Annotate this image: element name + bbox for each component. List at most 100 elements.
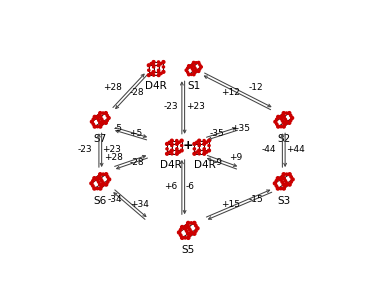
Circle shape [276, 123, 278, 125]
Circle shape [93, 125, 96, 128]
Circle shape [153, 74, 155, 76]
Circle shape [285, 173, 288, 176]
Circle shape [152, 66, 155, 68]
Text: +23: +23 [102, 145, 121, 155]
Text: +12: +12 [222, 89, 240, 97]
Circle shape [191, 64, 194, 66]
Text: S1: S1 [187, 81, 200, 91]
Circle shape [96, 178, 99, 181]
Circle shape [281, 119, 284, 122]
Circle shape [160, 62, 162, 65]
Circle shape [102, 182, 105, 185]
Circle shape [197, 61, 200, 64]
Circle shape [192, 70, 195, 73]
Circle shape [195, 70, 197, 72]
Text: S7: S7 [94, 133, 107, 144]
Circle shape [107, 176, 109, 178]
Circle shape [275, 180, 277, 182]
Text: -28: -28 [130, 89, 144, 97]
Text: +44: +44 [286, 145, 305, 155]
Circle shape [184, 227, 187, 230]
Circle shape [281, 176, 284, 178]
Circle shape [285, 120, 288, 123]
Circle shape [196, 141, 198, 143]
Circle shape [157, 64, 160, 67]
Circle shape [199, 64, 201, 66]
Circle shape [282, 115, 285, 118]
Circle shape [208, 149, 211, 152]
Circle shape [171, 153, 173, 155]
Text: +28: +28 [104, 153, 122, 162]
Circle shape [187, 67, 189, 69]
Circle shape [99, 112, 102, 115]
Circle shape [280, 126, 282, 128]
Circle shape [280, 177, 282, 179]
Circle shape [290, 119, 292, 122]
Circle shape [288, 112, 291, 115]
Circle shape [105, 173, 108, 176]
Text: S3: S3 [277, 196, 290, 206]
Circle shape [193, 152, 196, 155]
Circle shape [170, 149, 173, 152]
Circle shape [102, 173, 104, 176]
Text: -44: -44 [262, 145, 276, 155]
Circle shape [288, 121, 291, 124]
Circle shape [288, 183, 291, 186]
Circle shape [197, 70, 200, 73]
Circle shape [194, 71, 196, 73]
Circle shape [282, 125, 285, 128]
Circle shape [107, 117, 110, 119]
Text: -23: -23 [163, 102, 178, 111]
Circle shape [96, 116, 99, 118]
Circle shape [105, 183, 108, 186]
Circle shape [279, 178, 282, 181]
Circle shape [187, 221, 190, 225]
Circle shape [92, 180, 94, 182]
Text: +35: +35 [231, 124, 250, 133]
Circle shape [288, 173, 291, 176]
Circle shape [203, 139, 205, 142]
Circle shape [186, 224, 188, 227]
Circle shape [193, 148, 195, 150]
Circle shape [276, 177, 279, 180]
Circle shape [96, 187, 99, 190]
Circle shape [282, 121, 285, 124]
Circle shape [291, 178, 294, 181]
Circle shape [90, 120, 93, 123]
Circle shape [190, 232, 192, 235]
Circle shape [281, 181, 284, 183]
Circle shape [192, 61, 195, 64]
Circle shape [101, 123, 103, 125]
Circle shape [198, 144, 200, 147]
Circle shape [285, 122, 288, 124]
Circle shape [277, 115, 280, 118]
Text: -9: -9 [213, 158, 222, 167]
Circle shape [284, 185, 287, 187]
Circle shape [102, 183, 104, 186]
Circle shape [285, 182, 288, 185]
Circle shape [176, 149, 178, 152]
Text: +5: +5 [129, 129, 143, 139]
Circle shape [192, 73, 195, 76]
Circle shape [157, 71, 160, 73]
Circle shape [102, 120, 105, 123]
Circle shape [186, 230, 188, 232]
Circle shape [281, 114, 284, 117]
Circle shape [99, 187, 102, 190]
Circle shape [92, 118, 94, 120]
Circle shape [99, 177, 102, 180]
Text: D4R: D4R [194, 160, 216, 170]
Circle shape [180, 139, 183, 142]
Circle shape [150, 73, 152, 75]
Circle shape [187, 236, 190, 239]
Circle shape [187, 232, 190, 235]
Circle shape [152, 61, 155, 63]
Circle shape [203, 148, 205, 150]
Circle shape [191, 73, 192, 75]
Circle shape [152, 70, 155, 73]
Circle shape [199, 68, 201, 70]
Circle shape [184, 237, 186, 239]
Circle shape [195, 69, 197, 71]
Circle shape [180, 229, 182, 231]
Circle shape [180, 149, 183, 152]
